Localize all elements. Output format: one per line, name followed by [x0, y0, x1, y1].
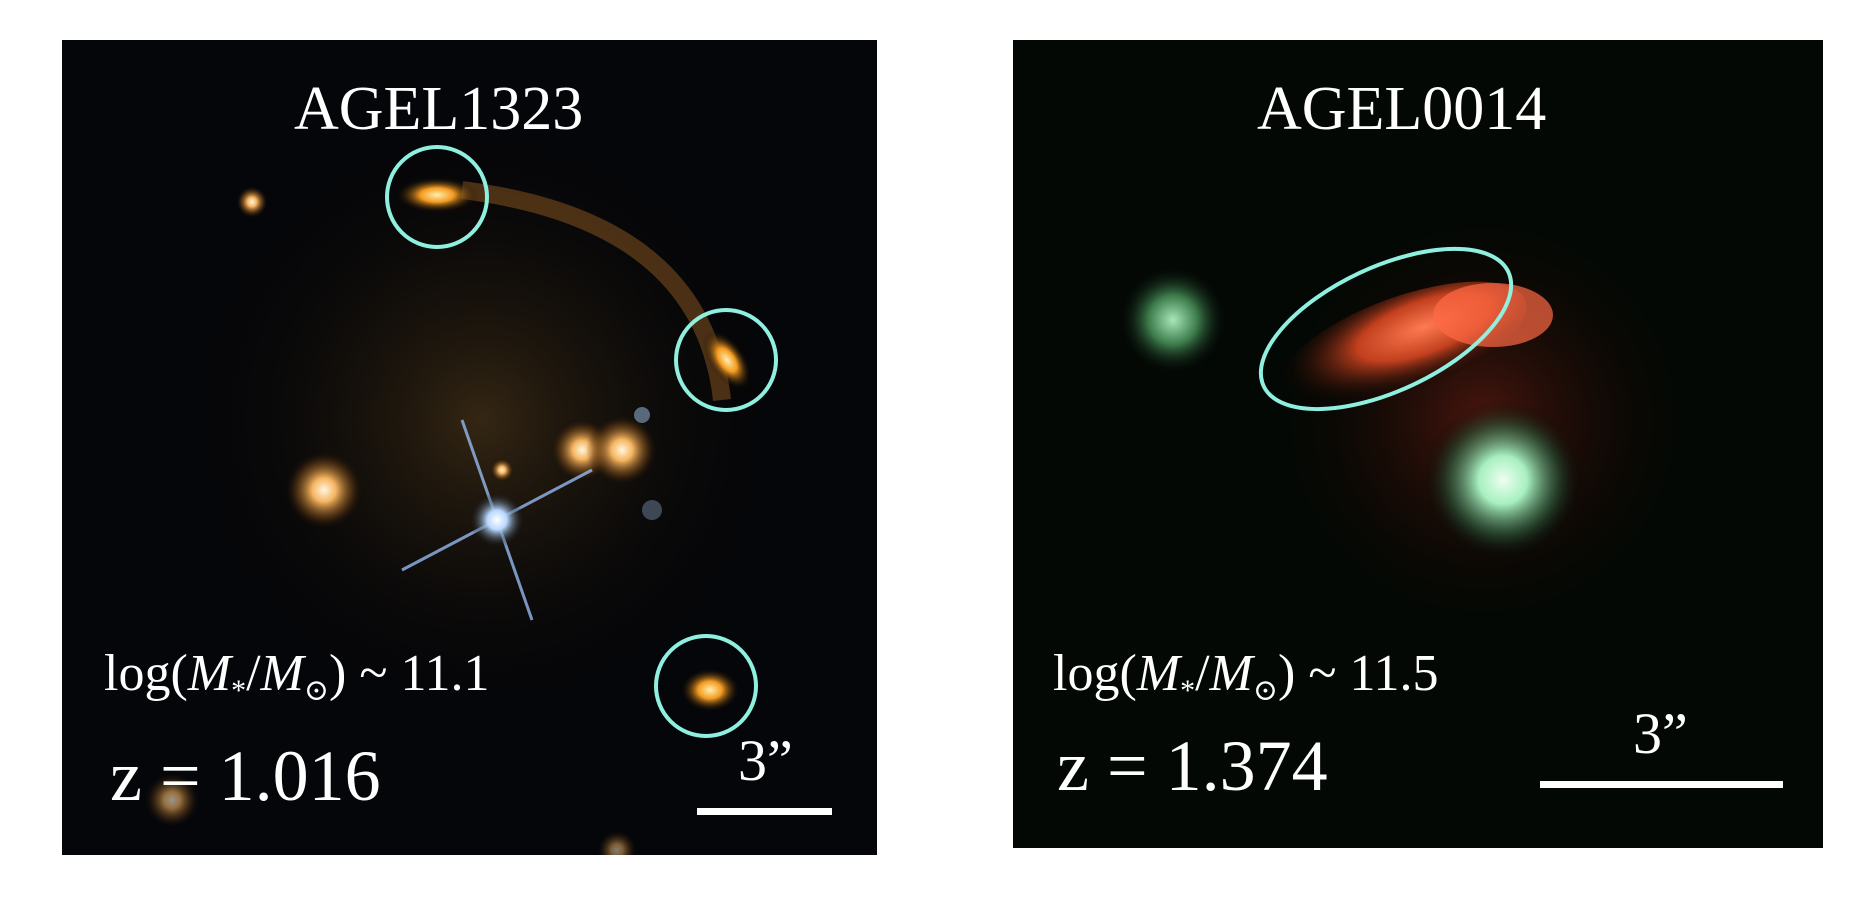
- panel-title: AGEL0014: [1257, 75, 1547, 143]
- arc-marker-ellipse: [1258, 246, 1514, 412]
- agel0014-sky-image: [1013, 40, 1823, 848]
- scale-bar: [1540, 781, 1783, 788]
- arc-marker-circle: [654, 634, 758, 738]
- scale-bar: [697, 808, 832, 815]
- arc-marker-circle: [674, 308, 778, 412]
- agel1323-sky-image: [62, 40, 877, 855]
- panel-title: AGEL1323: [294, 75, 584, 143]
- stellar-mass-label: log(M*/M⊙) ~ 11.1: [104, 645, 490, 707]
- scale-bar-label: 3”: [1633, 701, 1688, 766]
- stellar-mass-label: log(M*/M⊙) ~ 11.5: [1053, 645, 1439, 707]
- lens-image-agel0014: AGEL0014 log(M*/M⊙) ~ 11.5 z = 1.374 3”: [1013, 40, 1823, 848]
- arc-marker-circle: [385, 145, 489, 249]
- lens-image-agel1323: AGEL1323 log(M*/M⊙) ~ 11.1 z = 1.016 3”: [62, 40, 877, 855]
- redshift-label: z = 1.374: [1057, 726, 1328, 806]
- scale-bar-label: 3”: [738, 728, 793, 793]
- agel0014-marker-layer: [1258, 246, 1514, 412]
- redshift-label: z = 1.016: [110, 736, 381, 816]
- agel1323-marker-layer: [385, 145, 778, 738]
